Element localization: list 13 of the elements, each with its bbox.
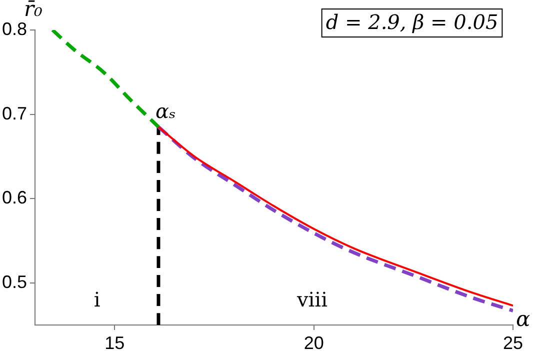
annotation: i <box>94 288 100 312</box>
x-tick-label: 20 <box>304 332 324 351</box>
y-tick-label: 0.6 <box>2 188 27 208</box>
y-tick-label: 0.7 <box>2 103 27 124</box>
y-tick-label: 0.5 <box>2 272 27 292</box>
x-axis-title: α <box>516 306 530 331</box>
x-tick-label: 25 <box>502 332 524 351</box>
chart-title: d = 2.9, β = 0.05 <box>326 10 498 34</box>
y-axis-title: r̄₀ <box>24 0 44 21</box>
y-tick-label: 0.8 <box>2 18 27 39</box>
annotation: αₛ <box>155 99 176 124</box>
annotation: viii <box>296 288 328 312</box>
x-tick-label: 15 <box>104 332 125 351</box>
